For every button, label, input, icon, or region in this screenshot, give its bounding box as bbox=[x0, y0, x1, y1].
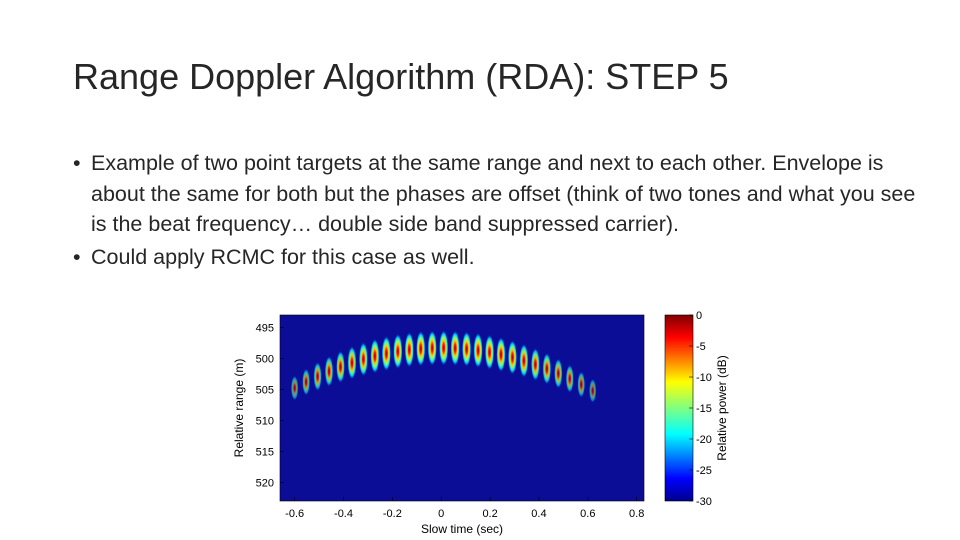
colorbar-tick-label: 0 bbox=[696, 310, 702, 322]
x-tick-label: 0.2 bbox=[482, 508, 497, 520]
x-tick-label: 0 bbox=[438, 508, 444, 520]
signal-blob bbox=[404, 331, 415, 368]
colorbar bbox=[665, 315, 693, 501]
x-tick-label: -0.2 bbox=[383, 508, 402, 520]
signal-blob bbox=[507, 339, 518, 375]
x-tick-label: 0.8 bbox=[629, 508, 644, 520]
colorbar-tick-label: -10 bbox=[696, 372, 712, 384]
signal-blob bbox=[370, 338, 380, 374]
signal-blob bbox=[438, 329, 449, 366]
signal-blob bbox=[519, 343, 529, 378]
signal-blob bbox=[577, 371, 586, 398]
signal-blob bbox=[473, 332, 483, 369]
heatmap-chart: 495 500 505 510 515 520 -0.6 -0.4 -0.2 0 0.2 0.4 0.… bbox=[232, 310, 729, 536]
y-tick-label: 505 bbox=[256, 384, 274, 396]
slide-title: Range Doppler Algorithm (RDA): STEP 5 bbox=[73, 56, 729, 97]
bullet-item: Example of two point targets at the same… bbox=[73, 148, 933, 240]
signal-blob bbox=[565, 364, 574, 394]
signal-blob bbox=[542, 352, 552, 385]
signal-blob bbox=[496, 336, 506, 373]
signal-blob bbox=[588, 378, 597, 404]
signal-blob bbox=[393, 333, 403, 370]
x-tick-label: 0.6 bbox=[580, 508, 595, 520]
signal-blob bbox=[324, 355, 334, 388]
plot-frame bbox=[279, 314, 645, 502]
signal-blob bbox=[381, 335, 392, 372]
signal-blob bbox=[347, 345, 357, 380]
y-axis-label: Relative range (m) bbox=[232, 359, 246, 458]
y-tick-label: 500 bbox=[256, 353, 274, 365]
x-tick-label: -0.4 bbox=[334, 508, 353, 520]
colorbar-tick-label: -25 bbox=[696, 465, 712, 477]
x-tick-label: 0.4 bbox=[531, 508, 546, 520]
signal-blob bbox=[461, 331, 472, 368]
signal-blob bbox=[358, 341, 369, 377]
bullet-item: Could apply RCMC for this case as well. bbox=[73, 242, 933, 273]
signal-blob bbox=[427, 330, 438, 367]
signal-blob bbox=[530, 347, 540, 382]
signal-blob bbox=[302, 368, 311, 396]
x-axis-label: Slow time (sec) bbox=[421, 522, 503, 536]
colorbar-tick-label: -20 bbox=[696, 434, 712, 446]
y-tick-label: 510 bbox=[256, 415, 274, 427]
signal-blob bbox=[415, 330, 426, 367]
bullet-list: Example of two point targets at the same… bbox=[73, 148, 933, 274]
colorbar-tick-label: -5 bbox=[696, 341, 706, 353]
signal-blob bbox=[335, 350, 346, 384]
colorbar-label: Relative power (dB) bbox=[715, 355, 729, 460]
y-tick-label: 520 bbox=[256, 477, 274, 489]
signal-blob bbox=[553, 358, 563, 389]
colorbar-tick-label: -15 bbox=[696, 403, 712, 415]
plot-area bbox=[280, 315, 644, 501]
signal-blob bbox=[290, 375, 299, 401]
range-doppler-figure: 495 500 505 510 515 520 -0.6 -0.4 -0.2 0 0.2 0.4 0.… bbox=[228, 300, 748, 540]
y-tick-label: 495 bbox=[256, 322, 274, 334]
signal-blobs bbox=[290, 329, 597, 404]
signal-blob bbox=[484, 334, 495, 371]
y-tick-label: 515 bbox=[256, 446, 274, 458]
x-tick-label: -0.6 bbox=[285, 508, 304, 520]
signal-blob bbox=[313, 361, 322, 392]
signal-blob bbox=[450, 330, 460, 367]
colorbar-tick-label: -30 bbox=[696, 496, 712, 508]
